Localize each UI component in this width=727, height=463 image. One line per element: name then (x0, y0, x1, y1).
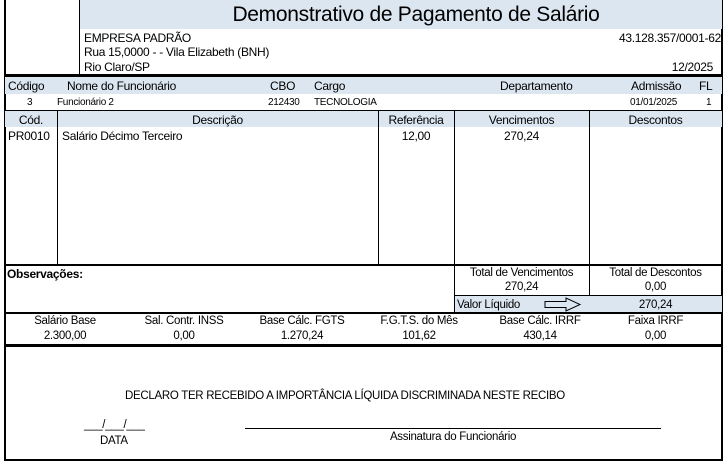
column-line (589, 111, 590, 313)
date-field[interactable]: ___/___/___ (84, 419, 145, 431)
company-address: Rua 15,0000 - - Vila Elizabeth (BNH) (84, 45, 270, 59)
net-value: 270,24 (638, 299, 673, 311)
irrf-base-label: Base Cálc. IRRF (499, 315, 581, 327)
item-description: Salário Décimo Terceiro (62, 129, 183, 143)
employee-role: TECNOLOGIA (314, 97, 377, 108)
inss-base-value: 0,00 (173, 330, 195, 342)
employee-header-row (5, 77, 722, 94)
items-header-description: Descrição (192, 113, 243, 127)
header-name: Nome do Funcionário (67, 79, 177, 93)
observations-label: Observações: (7, 267, 83, 281)
employee-admission: 01/01/2025 (630, 97, 678, 108)
item-earnings: 270,24 (504, 129, 539, 143)
fgts-month-label: F.G.T.S. do Mês (380, 315, 458, 327)
irrf-base-value: 430,14 (523, 330, 557, 342)
employee-fl: 1 (706, 97, 712, 108)
column-line (454, 111, 455, 313)
header-admission: Admissão (631, 79, 682, 93)
items-header-row (5, 111, 722, 127)
column-line (378, 111, 379, 265)
base-salary-value: 2.300,00 (43, 330, 87, 342)
employee-code: 3 (27, 97, 33, 108)
divider (5, 110, 722, 111)
signature-label: Assinatura do Funcionário (389, 431, 517, 443)
company-name: EMPRESA PADRÃO (84, 31, 191, 45)
inss-base-label: Sal. Contr. INSS (144, 315, 224, 327)
irrf-band-value: 0,00 (644, 330, 667, 342)
fgts-month-value: 101,62 (402, 330, 436, 342)
date-label: DATA (100, 435, 128, 447)
divider (4, 264, 723, 266)
company-cnpj: 43.128.357/0001-62 (618, 31, 721, 45)
fgts-base-value: 1.270,24 (280, 330, 324, 342)
header-fl: FL (699, 79, 713, 93)
column-line (57, 111, 58, 265)
signature-line[interactable] (245, 428, 661, 429)
header-cbo: CBO (270, 79, 296, 93)
item-reference: 12,00 (401, 129, 431, 143)
items-header-earnings: Vencimentos (488, 113, 555, 127)
base-salary-label: Salário Base (34, 315, 96, 327)
net-label: Valor Líquido (457, 299, 521, 311)
total-earnings-value: 270,24 (504, 281, 539, 293)
divider (4, 74, 723, 77)
divider (454, 295, 722, 296)
employee-cbo: 212430 (268, 97, 300, 108)
logo-box (5, 0, 80, 75)
items-header-code: Cód. (18, 113, 44, 127)
header-code: Código (8, 79, 45, 93)
item-code: PR0010 (8, 129, 50, 143)
total-deductions-label: Total de Descontos (609, 267, 702, 279)
page-title: Demonstrativo de Pagamento de Salário (80, 0, 722, 29)
header-role: Cargo (314, 79, 346, 93)
total-deductions-value: 0,00 (644, 281, 667, 293)
items-header-deductions: Descontos (628, 113, 683, 127)
company-city: Rio Claro/SP (84, 60, 150, 74)
declaration-text: DECLARO TER RECEBIDO A IMPORTÂNCIA LÍQUI… (125, 390, 565, 402)
net-value-row (455, 296, 722, 313)
divider (4, 344, 723, 347)
total-earnings-label: Total de Vencimentos (469, 267, 574, 279)
divider (4, 312, 723, 314)
fgts-base-label: Base Cálc. FGTS (259, 315, 345, 327)
period: 12/2025 (671, 60, 714, 74)
header-department: Departamento (500, 79, 573, 93)
irrf-band-label: Faixa IRRF (627, 315, 684, 327)
items-header-reference: Referência (388, 113, 444, 127)
employee-name: Funcionário 2 (57, 97, 114, 108)
payslip-frame (4, 0, 723, 461)
arrow-right-icon (544, 297, 582, 312)
